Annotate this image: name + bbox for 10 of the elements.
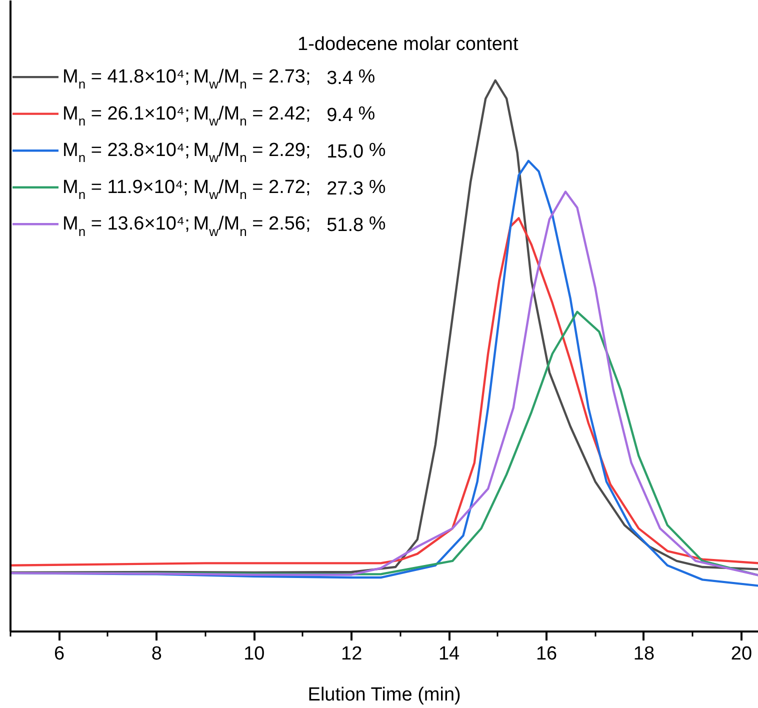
x-tick-label: 6 — [54, 644, 65, 664]
x-tick-label: 16 — [536, 644, 558, 664]
x-tick-label: 8 — [151, 644, 162, 664]
x-tick-label: 10 — [244, 644, 265, 664]
x-tick-label: 14 — [438, 644, 460, 664]
x-axis-title: Elution Time (min) — [308, 684, 461, 706]
legend-title: 1-dodecene molar content — [298, 34, 519, 55]
x-tick-label: 20 — [730, 644, 752, 664]
x-tick-label: 12 — [341, 644, 362, 664]
x-tick-label: 18 — [633, 644, 655, 664]
